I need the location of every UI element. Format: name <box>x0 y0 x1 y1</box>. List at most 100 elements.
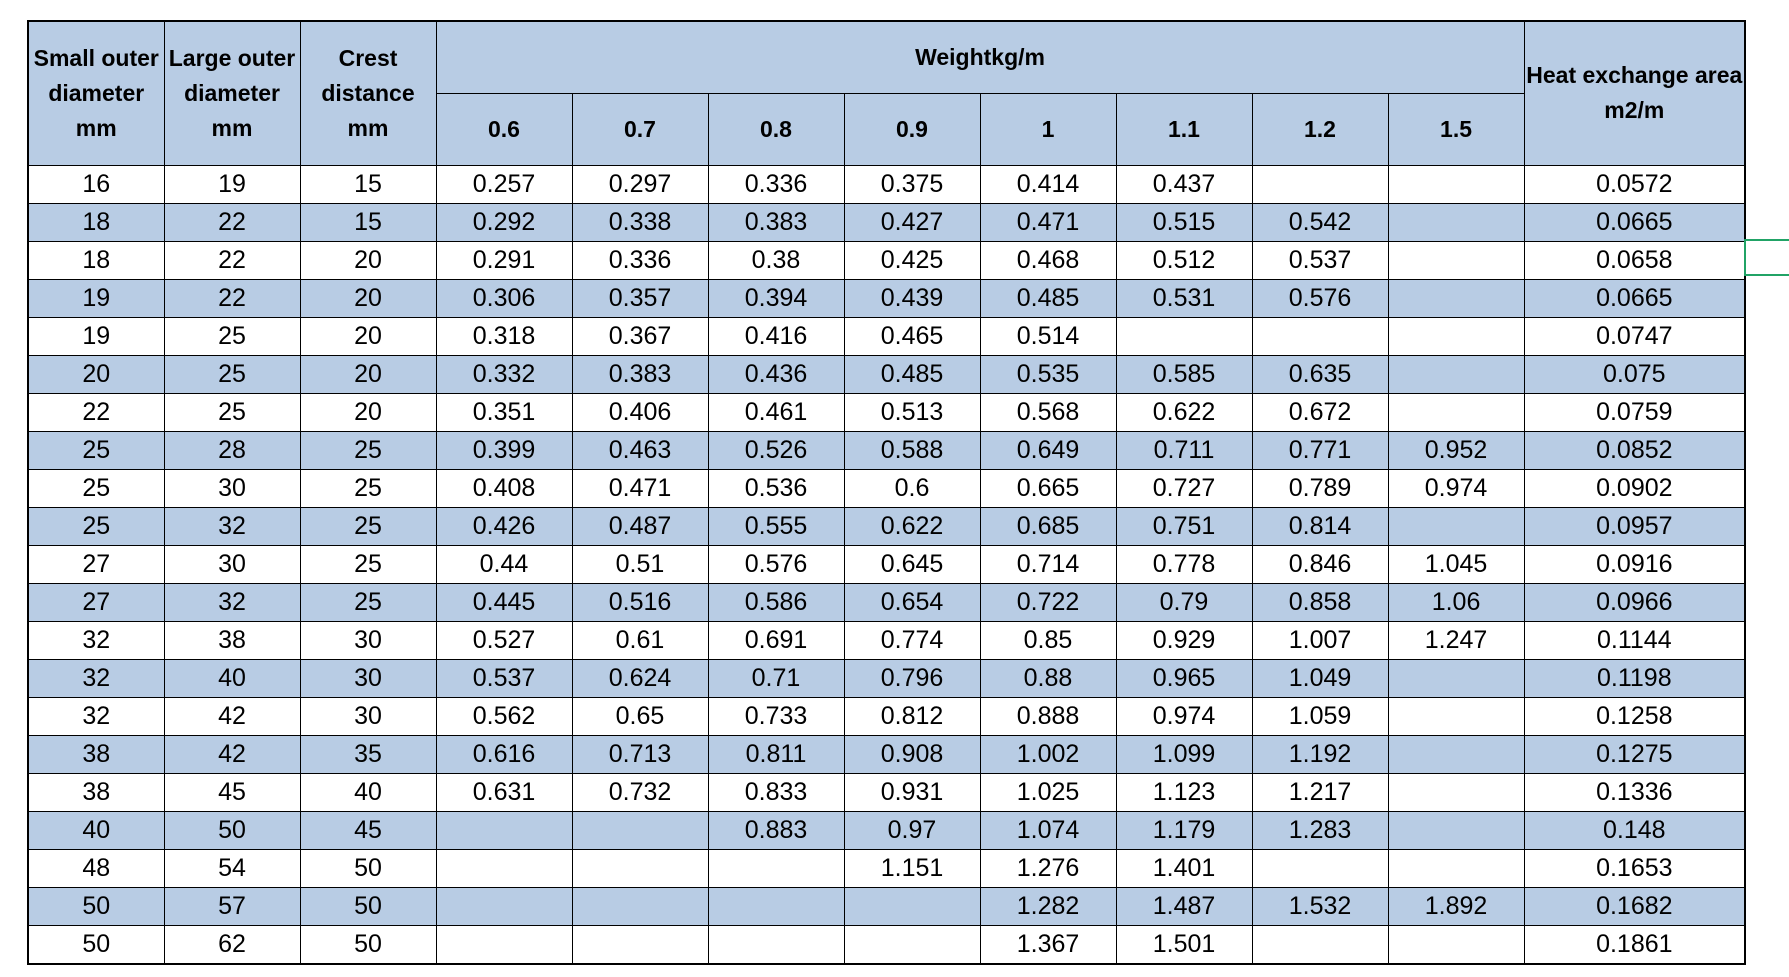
table-cell: 27 <box>27 544 165 584</box>
table-cell <box>435 810 573 850</box>
table-cell: 32 <box>163 582 301 622</box>
table-cell: 0.929 <box>1115 620 1253 660</box>
table-cell: 1.025 <box>979 772 1117 812</box>
table-cell: 0.436 <box>707 354 845 394</box>
table-cell: 1.049 <box>1251 658 1389 698</box>
table-cell: 42 <box>163 734 301 774</box>
table-cell <box>1387 772 1525 812</box>
table-row: 40 50 45 0.883 0.97 1.074 1.179 1.283 0.148 <box>27 810 1746 850</box>
table-cell: 0.751 <box>1115 506 1253 546</box>
table-cell: 0.38 <box>707 240 845 280</box>
table-cell: 1.487 <box>1115 886 1253 926</box>
table-cell: 0.318 <box>435 316 573 356</box>
table-cell <box>1387 506 1525 546</box>
table-cell: 0.6 <box>843 468 981 508</box>
table-cell: 16 <box>27 164 165 204</box>
table-row: 20 25 20 0.332 0.383 0.436 0.485 0.535 0.585 0.63… <box>27 354 1746 394</box>
table-cell: 19 <box>163 164 301 204</box>
table-cell <box>571 924 709 964</box>
table-row: 38 42 35 0.616 0.713 0.811 0.908 1.002 1.099 1.19… <box>27 734 1746 774</box>
table-cell: 0.471 <box>571 468 709 508</box>
weight-header: 0.8 <box>707 92 845 166</box>
table-cell: 0.1682 <box>1523 886 1746 926</box>
table-cell <box>571 848 709 888</box>
table-cell: 0.1653 <box>1523 848 1746 888</box>
table-cell: 0.425 <box>843 240 981 280</box>
table-cell: 25 <box>27 468 165 508</box>
table-cell: 25 <box>163 354 301 394</box>
header-cell: Large outer diameter mm <box>163 20 301 166</box>
table-cell: 0.445 <box>435 582 573 622</box>
table-cell: 0.383 <box>707 202 845 242</box>
table-cell: 0.375 <box>843 164 981 204</box>
table-cell: 0.908 <box>843 734 981 774</box>
table-cell <box>1251 848 1389 888</box>
table-cell: 25 <box>299 506 437 546</box>
header-cell: Small outer diameter mm <box>27 20 165 166</box>
table-cell: 0.778 <box>1115 544 1253 584</box>
table-cell: 0.51 <box>571 544 709 584</box>
table-cell: 1.282 <box>979 886 1117 926</box>
table-cell: 0.426 <box>435 506 573 546</box>
table-cell: 0.306 <box>435 278 573 318</box>
table-cell: 0.833 <box>707 772 845 812</box>
table-cell: 0.814 <box>1251 506 1389 546</box>
table-cell <box>1387 202 1525 242</box>
table-cell: 20 <box>299 316 437 356</box>
table-row: 19 22 20 0.306 0.357 0.394 0.439 0.485 0.531 0.57… <box>27 278 1746 318</box>
table-row: 19 25 20 0.318 0.367 0.416 0.465 0.514 0.0747 <box>27 316 1746 356</box>
table-cell: 0.515 <box>1115 202 1253 242</box>
weight-header: 0.7 <box>571 92 709 166</box>
table-cell: 0.357 <box>571 278 709 318</box>
table-row: 32 40 30 0.537 0.624 0.71 0.796 0.88 0.965 1.049 0… <box>27 658 1746 698</box>
table-cell: 0.406 <box>571 392 709 432</box>
table-cell: 0.685 <box>979 506 1117 546</box>
table-cell <box>1387 810 1525 850</box>
table-cell: 22 <box>163 202 301 242</box>
table-cell: 1.367 <box>979 924 1117 964</box>
table-cell: 0.97 <box>843 810 981 850</box>
table-cell: 50 <box>163 810 301 850</box>
table-cell: 30 <box>163 468 301 508</box>
table-cell: 40 <box>163 658 301 698</box>
table-cell <box>707 924 845 964</box>
table-cell: 0.645 <box>843 544 981 584</box>
table-cell: 1.059 <box>1251 696 1389 736</box>
table-cell: 0.513 <box>843 392 981 432</box>
table-cell: 0.811 <box>707 734 845 774</box>
table-cell: 0.624 <box>571 658 709 698</box>
table-cell: 0.588 <box>843 430 981 470</box>
table-cell: 0.075 <box>1523 354 1746 394</box>
table-cell: 0.0957 <box>1523 506 1746 546</box>
table-cell: 18 <box>27 202 165 242</box>
table-cell: 0.622 <box>843 506 981 546</box>
table-row: 25 30 25 0.408 0.471 0.536 0.6 0.665 0.727 0.789 0… <box>27 468 1746 508</box>
table-cell: 0.531 <box>1115 278 1253 318</box>
table-cell: 0.654 <box>843 582 981 622</box>
table-cell <box>1387 734 1525 774</box>
table-cell: 0.351 <box>435 392 573 432</box>
weight-header: 1 <box>979 92 1117 166</box>
table-cell <box>707 848 845 888</box>
table-cell: 1.217 <box>1251 772 1389 812</box>
table-cell: 0.471 <box>979 202 1117 242</box>
table-cell: 50 <box>27 924 165 964</box>
table-cell: 22 <box>27 392 165 432</box>
table-cell: 0.148 <box>1523 810 1746 850</box>
table-cell: 0.367 <box>571 316 709 356</box>
table-row: 27 30 25 0.44 0.51 0.576 0.645 0.714 0.778 0.846 1… <box>27 544 1746 584</box>
table-cell: 0.0747 <box>1523 316 1746 356</box>
table-cell: 0.616 <box>435 734 573 774</box>
table-cell <box>1251 164 1389 204</box>
weight-header: 1.5 <box>1387 92 1525 166</box>
table-cell: 48 <box>27 848 165 888</box>
table-cell: 0.974 <box>1115 696 1253 736</box>
table-cell: 19 <box>27 278 165 318</box>
table-cell: 0.257 <box>435 164 573 204</box>
table-cell: 0.711 <box>1115 430 1253 470</box>
table-cell: 0.336 <box>571 240 709 280</box>
table-cell: 0.297 <box>571 164 709 204</box>
weight-header: 0.6 <box>435 92 573 166</box>
table-cell: 0.722 <box>979 582 1117 622</box>
table-cell: 1.276 <box>979 848 1117 888</box>
